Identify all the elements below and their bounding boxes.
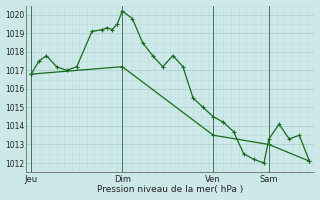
X-axis label: Pression niveau de la mer( hPa ): Pression niveau de la mer( hPa )	[97, 185, 244, 194]
